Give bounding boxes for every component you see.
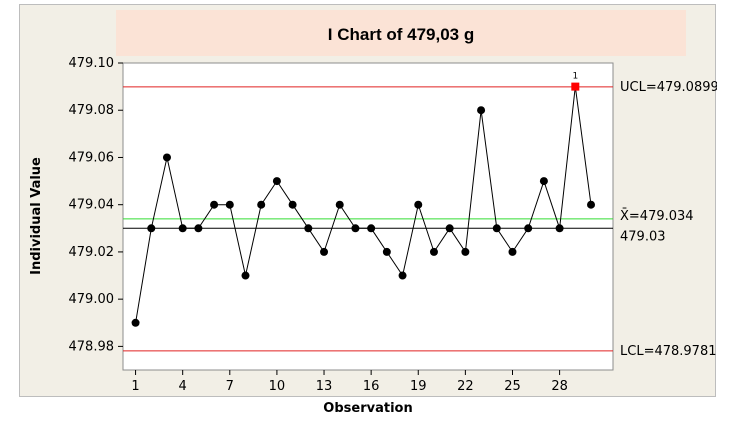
chart-title: I Chart of 479,03 g [328, 25, 474, 44]
flagged-point [571, 82, 580, 91]
x-tick-label: 4 [179, 379, 187, 394]
data-point [351, 224, 360, 233]
i-chart: I Chart of 479,03 g UCL=479.0899 X̄=479.0… [29, 10, 717, 416]
data-point [429, 247, 438, 256]
y-tick-label: 478.98 [69, 339, 115, 354]
x-tick-label: 19 [410, 379, 427, 394]
data-point [320, 247, 329, 256]
reference-line-label: UCL=479.0899 [620, 80, 717, 95]
data-point [508, 247, 517, 256]
data-point [398, 271, 407, 280]
data-point [461, 247, 470, 256]
x-tick-label: 25 [504, 379, 521, 394]
data-point [194, 224, 203, 233]
data-point [555, 224, 564, 233]
data-point [367, 224, 376, 233]
data-point [162, 153, 171, 162]
y-tick-label: 479.00 [69, 292, 115, 307]
x-axis-title: Observation [323, 401, 412, 416]
data-point [382, 247, 391, 256]
data-point [241, 271, 250, 280]
y-tick-label: 479.10 [69, 56, 115, 71]
x-tick-label: 7 [226, 379, 234, 394]
data-point [272, 177, 281, 186]
y-tick-label: 479.06 [69, 150, 115, 165]
data-point [414, 200, 423, 209]
y-tick-label: 479.08 [69, 103, 115, 118]
title-band [116, 10, 686, 56]
data-point [335, 200, 344, 209]
data-series: 1 [131, 72, 596, 327]
chart-frame: I Chart of 479,03 g UCL=479.0899 X̄=479.0… [19, 4, 717, 416]
data-point [587, 200, 596, 209]
data-point [131, 318, 140, 327]
y-tick-label: 479.02 [69, 245, 115, 260]
flag-label: 1 [572, 72, 578, 82]
data-point [539, 177, 548, 186]
data-point [288, 200, 297, 209]
y-tick-label: 479.04 [69, 198, 115, 213]
x-tick-label: 28 [551, 379, 568, 394]
y-axis-title: Individual Value [29, 157, 44, 275]
plot-area [122, 62, 614, 371]
x-tick-label: 13 [316, 379, 333, 394]
data-point [257, 200, 266, 209]
x-tick-label: 16 [363, 379, 380, 394]
series-line [135, 86, 592, 323]
data-point [147, 224, 156, 233]
data-point [445, 224, 454, 233]
reference-line-label: 479.03 [620, 229, 666, 244]
reference-line-label: X̄=479.034 [620, 208, 694, 223]
data-point [225, 200, 234, 209]
data-point [210, 200, 219, 209]
reference-line-label: LCL=478.9781 [620, 344, 716, 359]
data-point [492, 224, 501, 233]
x-tick-label: 10 [269, 379, 286, 394]
data-point [304, 224, 313, 233]
data-point [477, 106, 486, 115]
x-tick-label: 1 [131, 379, 139, 394]
axes: 478.98 479.00 479.02 479.04 479.06 479.08 479.… [69, 56, 568, 394]
data-point [524, 224, 533, 233]
data-point [178, 224, 187, 233]
x-tick-label: 22 [457, 379, 474, 394]
reference-lines: UCL=479.0899 X̄=479.034 479.03 LCL=478.9781 [123, 80, 717, 359]
